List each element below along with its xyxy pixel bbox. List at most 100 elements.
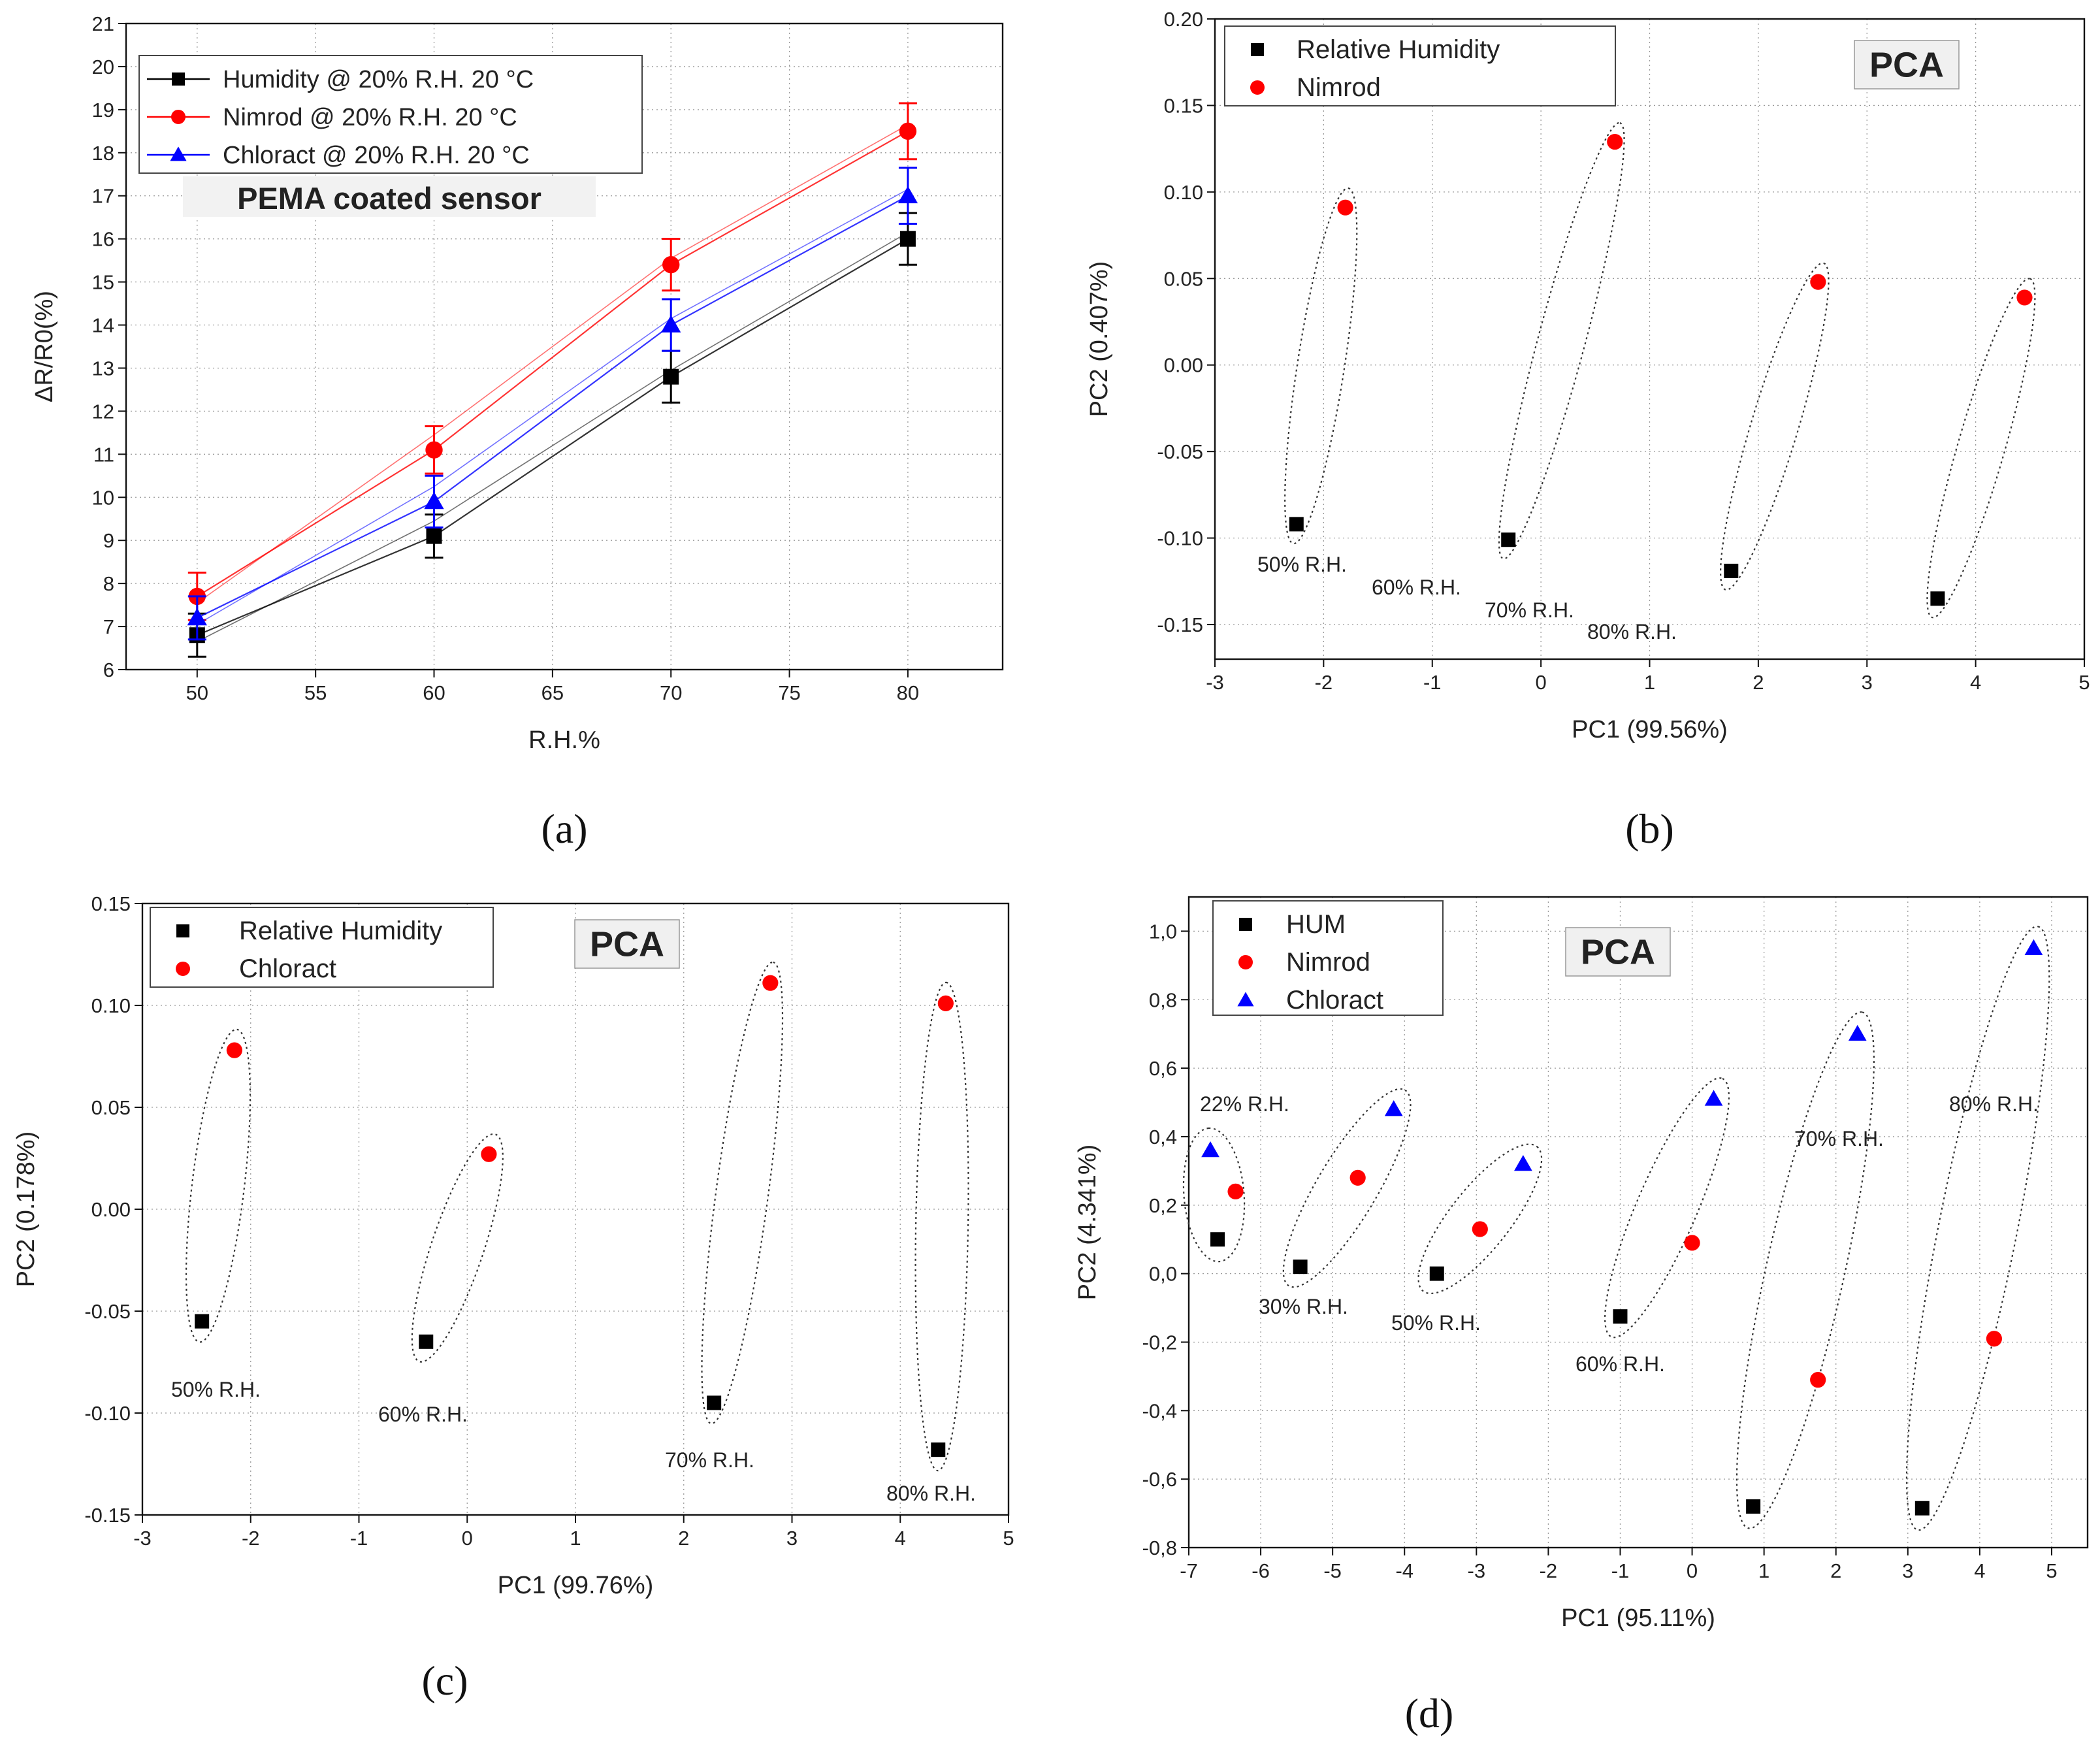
title-box: [574, 919, 680, 969]
legend-marker: [1237, 992, 1254, 1007]
x-tick-label: 2: [1753, 671, 1764, 694]
group-label: 50% R.H.: [1257, 553, 1347, 576]
cluster-ellipse: [1736, 1011, 1875, 1529]
y-tick-label: 0.10: [91, 994, 131, 1017]
data-point: [762, 975, 779, 991]
y-tick-label: -0.15: [1157, 613, 1203, 636]
data-point: [1986, 1331, 2002, 1347]
chart-title: PCA: [1581, 933, 1655, 972]
legend-marker: [1251, 42, 1264, 56]
data-point: [1746, 1499, 1761, 1514]
chart-title: PCA: [590, 925, 664, 964]
group-label: 50% R.H.: [171, 1378, 261, 1401]
data-point: [481, 1146, 497, 1162]
y-tick-label: 0,4: [1149, 1126, 1177, 1148]
panel-caption: (a): [541, 805, 587, 852]
x-tick-label: -2: [242, 1527, 260, 1550]
group-label: 60% R.H.: [1372, 576, 1461, 599]
x-axis-label: PC1 (99.76%): [498, 1572, 654, 1599]
data-point: [1613, 1309, 1628, 1324]
legend-label: Chloract @ 20% R.H. 20 °C: [223, 142, 530, 169]
panel-caption: (c): [421, 1657, 468, 1704]
y-tick-label: 19: [92, 99, 114, 122]
y-axis-label: PC2 (4.341%): [1074, 1145, 1101, 1301]
data-point: [1501, 532, 1516, 547]
y-tick-label: 6: [103, 658, 114, 681]
x-tick-label: -3: [133, 1527, 152, 1550]
panel-caption: (d): [1405, 1690, 1454, 1736]
y-tick-label: 0,8: [1149, 988, 1177, 1011]
data-point: [1293, 1260, 1308, 1275]
y-tick-label: 0,0: [1149, 1263, 1177, 1286]
data-point: [707, 1395, 722, 1410]
x-tick-label: 1: [1758, 1559, 1769, 1582]
group-label: 70% R.H.: [1794, 1127, 1884, 1150]
y-tick-label: 0.00: [91, 1198, 131, 1221]
plot-frame: [125, 22, 1004, 671]
x-tick-label: -5: [1323, 1559, 1342, 1582]
data-point: [426, 528, 442, 544]
cluster-ellipse: [1604, 1077, 1730, 1339]
title-box: [1565, 927, 1671, 977]
x-tick-label: -2: [1540, 1559, 1558, 1582]
data-point: [897, 186, 918, 204]
data-point: [937, 995, 954, 1011]
data-point: [1289, 517, 1304, 532]
chart-title: PCA: [1869, 46, 1944, 85]
y-tick-label: 0.15: [1164, 94, 1203, 117]
legend-box: [1224, 25, 1616, 106]
x-tick-label: -2: [1315, 671, 1333, 694]
x-tick-label: 4: [1974, 1559, 1985, 1582]
group-label: 22% R.H.: [1200, 1092, 1289, 1116]
x-tick-label: -6: [1252, 1559, 1270, 1582]
data-point: [1472, 1221, 1488, 1237]
data-point: [2024, 939, 2043, 956]
legend-label: Chloract: [239, 954, 336, 983]
x-tick-label: 5: [2078, 671, 2090, 694]
x-axis-label: PC1 (99.56%): [1572, 716, 1728, 743]
y-tick-label: 16: [92, 228, 114, 251]
chart-c-svg: -3 -2 -1 0 1 2 3 4 5 -0.15 -0.10 -0.05 0.00 0.05 0.10 0…: [12, 892, 1014, 1704]
y-tick-label: -0.05: [1157, 440, 1203, 463]
data-point: [1429, 1266, 1444, 1281]
data-point: [1684, 1235, 1700, 1251]
legend-label: Humidity @ 20% R.H. 20 °C: [223, 66, 534, 93]
data-point: [1227, 1183, 1244, 1199]
group-label: 30% R.H.: [1259, 1295, 1348, 1318]
y-tick-label: -0,2: [1142, 1331, 1177, 1354]
y-tick-label: 0.05: [91, 1096, 131, 1119]
x-tick-label: 4: [895, 1527, 906, 1550]
cluster-ellipse: [1498, 122, 1625, 560]
group-label: 80% R.H.: [1587, 620, 1677, 643]
series-fit-line: [197, 189, 909, 625]
x-tick-label: 1: [1644, 671, 1655, 694]
x-tick-label: -7: [1180, 1559, 1198, 1582]
y-axis-label: PC2 (0.178%): [12, 1131, 40, 1288]
legend-marker: [176, 924, 189, 937]
cluster-ellipse: [1284, 187, 1358, 545]
data-point: [899, 122, 917, 140]
y-tick-label: 13: [92, 357, 114, 380]
panel-d: -7 -6 -5 -4 -3 -2 -1 0 1 2 3 4 5 -0,8 -0,6 -0,4 -0,2 0,0 0…: [1050, 878, 2099, 1756]
legend-label: Nimrod: [1297, 73, 1381, 102]
y-tick-label: -0.10: [1157, 527, 1203, 550]
x-tick-label: 3: [1902, 1559, 1913, 1582]
x-tick-label: 70: [660, 681, 682, 704]
cluster-ellipse: [1720, 262, 1830, 591]
x-tick-label: 2: [1830, 1559, 1841, 1582]
y-tick-label: 20: [92, 56, 114, 78]
y-tick-label: 12: [92, 400, 114, 423]
x-tick-label: -3: [1468, 1559, 1486, 1582]
data-point: [1724, 563, 1739, 578]
data-point: [1514, 1155, 1532, 1171]
x-tick-label: 4: [1970, 671, 1981, 694]
data-point: [1384, 1100, 1403, 1116]
y-tick-label: 0.10: [1164, 181, 1203, 204]
legend-marker: [170, 146, 187, 161]
plot-frame: [1214, 18, 2086, 660]
y-tick-label: 11: [93, 443, 114, 466]
legend-box: [138, 55, 643, 174]
y-tick-label: -0.05: [84, 1300, 131, 1323]
cluster-ellipse: [411, 1133, 504, 1363]
data-point: [1848, 1024, 1867, 1041]
